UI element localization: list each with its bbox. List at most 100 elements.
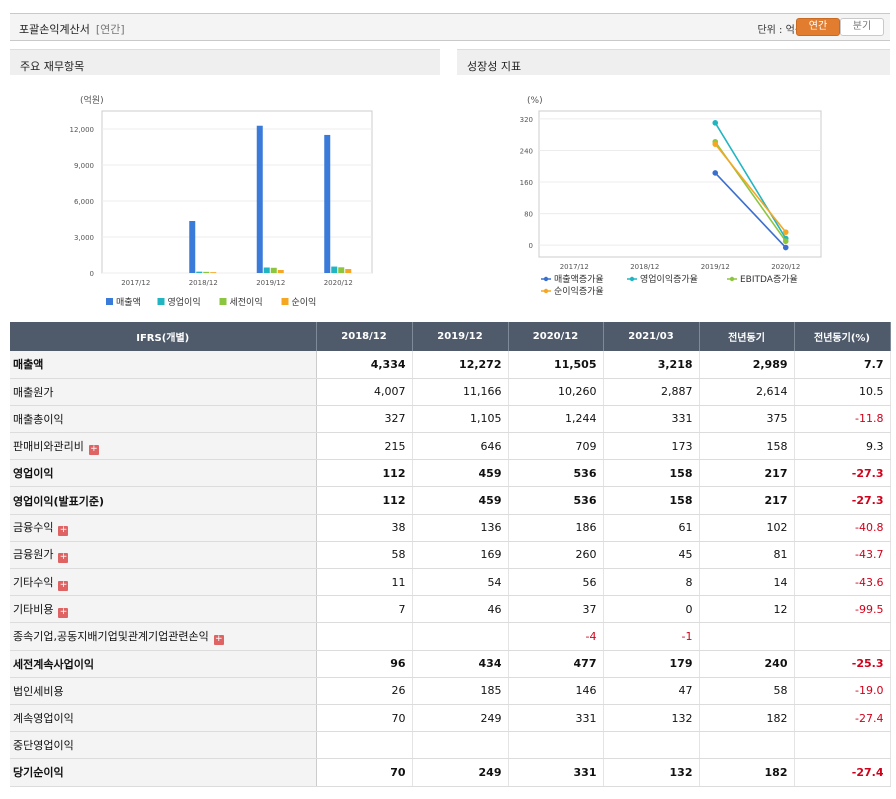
table-cell: 709 xyxy=(508,432,604,461)
table-cell: 58 xyxy=(316,541,413,570)
expand-plus-icon[interactable]: + xyxy=(58,525,69,537)
data-point-매출액증가율 xyxy=(782,244,789,251)
quarter-toggle-button[interactable]: 분기 xyxy=(840,18,884,36)
table-cell xyxy=(316,622,413,651)
row-label: 기타수익 + xyxy=(10,568,317,597)
series-line-순이익증가율 xyxy=(714,143,787,233)
table-cell: 47 xyxy=(603,677,700,705)
row-label-text: 영업이익(발표기준) xyxy=(13,494,105,508)
expand-plus-icon[interactable]: + xyxy=(58,606,69,618)
y-tick-label: 80 xyxy=(524,211,533,219)
table-cell: 185 xyxy=(412,677,509,705)
table-cell: 2,887 xyxy=(603,378,700,406)
table-cell: 56 xyxy=(508,568,604,597)
legend-marker xyxy=(629,276,635,282)
header-col-2020/12: 2020/12 xyxy=(508,322,604,351)
annual-toggle-button[interactable]: 연간 xyxy=(796,18,840,36)
table-cell: 173 xyxy=(603,432,700,461)
y-tick-label: 320 xyxy=(520,116,533,124)
x-tick-label: 2020/12 xyxy=(771,263,800,271)
table-cell: 37 xyxy=(508,595,604,624)
table-cell: 375 xyxy=(699,405,795,434)
header-col-전년동기(%): 전년동기(%) xyxy=(794,322,891,351)
legend-swatch xyxy=(219,298,227,305)
table-row: 영업이익(발표기준) 112 459 536 158 217 -27.3 xyxy=(10,486,891,515)
row-label: 매출원가 xyxy=(10,378,317,406)
table-cell: 10,260 xyxy=(508,378,604,406)
table-cell: 8 xyxy=(603,568,700,597)
table-cell: 158 xyxy=(603,459,700,488)
table-row: 매출원가 4,007 11,166 10,260 2,887 2,614 10.5 xyxy=(10,378,891,406)
y-tick-label: 160 xyxy=(520,179,533,187)
table-cell: 7.7 xyxy=(794,351,891,379)
x-tick-label: 2018/12 xyxy=(189,279,218,287)
plot-area xyxy=(538,110,822,258)
table-cell: 182 xyxy=(699,704,795,733)
key-financials-bar-chart: (억원) 12,000 9,000 6,000 3,000 0 2017/12 2018/12… xyxy=(70,94,373,308)
row-label: 매출총이익 xyxy=(10,405,317,434)
y-tick-label: 6,000 xyxy=(74,198,94,206)
table-cell: 102 xyxy=(699,514,795,542)
table-row: 종속기업,공동지배기업및관계기업관련손익 + -4 -1 xyxy=(10,622,891,651)
row-label-text: 기타수익 xyxy=(13,575,54,589)
table-cell xyxy=(412,731,509,760)
row-label: 당기순이익 xyxy=(10,758,317,787)
table-cell: -11.8 xyxy=(794,405,891,434)
row-label-text: 기타비용 xyxy=(13,602,54,616)
table-cell: -25.3 xyxy=(794,650,891,678)
legend-swatch xyxy=(281,298,289,305)
bar-세전이익 xyxy=(203,271,210,273)
table-cell: 646 xyxy=(412,432,509,461)
y-tick-label: 3,000 xyxy=(74,234,94,242)
y-tick-label: 12,000 xyxy=(70,126,95,134)
x-tick-label: 2017/12 xyxy=(121,279,150,287)
row-label: 계속영업이익 xyxy=(10,704,317,733)
table-cell xyxy=(316,731,413,760)
table-cell: 186 xyxy=(508,514,604,542)
row-label-text: 법인세비용 xyxy=(13,684,64,698)
period-tag: [연간] xyxy=(95,23,125,36)
x-tick-label: 2019/12 xyxy=(701,263,730,271)
legend-label: 영업이익증가율 xyxy=(640,273,698,285)
series-line-영업이익증가율 xyxy=(714,122,787,239)
table-cell: -27.3 xyxy=(794,486,891,515)
bar-순이익 xyxy=(210,272,217,273)
table-cell: 12 xyxy=(699,595,795,624)
header-col-2021/03: 2021/03 xyxy=(603,322,700,351)
table-cell: -19.0 xyxy=(794,677,891,705)
row-label: 종속기업,공동지배기업및관계기업관련손익 + xyxy=(10,622,317,651)
table-cell: 146 xyxy=(508,677,604,705)
table-cell: 477 xyxy=(508,650,604,678)
row-label: 영업이익 xyxy=(10,459,317,488)
legend-label: 순이익 xyxy=(292,296,317,308)
row-label: 기타비용 + xyxy=(10,595,317,624)
table-cell: 7 xyxy=(316,595,413,624)
table-cell: 9.3 xyxy=(794,432,891,461)
row-label-text: 종속기업,공동지배기업및관계기업관련손익 xyxy=(13,629,209,643)
table-row: 금융수익 +38 136 186 61 102 -40.8 xyxy=(10,514,891,542)
expand-plus-icon[interactable]: + xyxy=(88,443,99,455)
bar-세전이익 xyxy=(270,267,277,273)
expand-plus-icon[interactable]: + xyxy=(213,633,224,645)
income-statement-table: IFRS(개별) 2018/12 2019/12 2020/12 2021/03 전년동기… xyxy=(10,322,891,787)
table-row: 계속영업이익 70 249 331 132 182 -27.4 xyxy=(10,704,891,733)
table-cell: 132 xyxy=(603,704,700,733)
header-col-2018/12: 2018/12 xyxy=(316,322,413,351)
row-label-text: 금융원가 xyxy=(13,548,54,562)
table-cell: 46 xyxy=(412,595,509,624)
bar-순이익 xyxy=(345,269,352,273)
table-row: 세전계속사업이익 96 434 477 179 240 -25.3 xyxy=(10,650,891,678)
table-cell xyxy=(603,731,700,760)
legend-label: 영업이익 xyxy=(168,296,201,308)
legend-swatch xyxy=(157,298,165,305)
expand-plus-icon[interactable]: + xyxy=(58,579,69,591)
table-row: 기타비용 +7 46 37 0 12 -99.5 xyxy=(10,595,891,624)
expand-plus-icon[interactable]: + xyxy=(58,552,69,564)
x-tick-label: 2017/12 xyxy=(560,263,589,271)
data-point-매출액증가율 xyxy=(712,170,719,176)
table-cell: 331 xyxy=(508,704,604,733)
table-cell: 260 xyxy=(508,541,604,570)
table-cell: 179 xyxy=(603,650,700,678)
table-cell: 81 xyxy=(699,541,795,570)
legend-marker xyxy=(543,276,549,282)
